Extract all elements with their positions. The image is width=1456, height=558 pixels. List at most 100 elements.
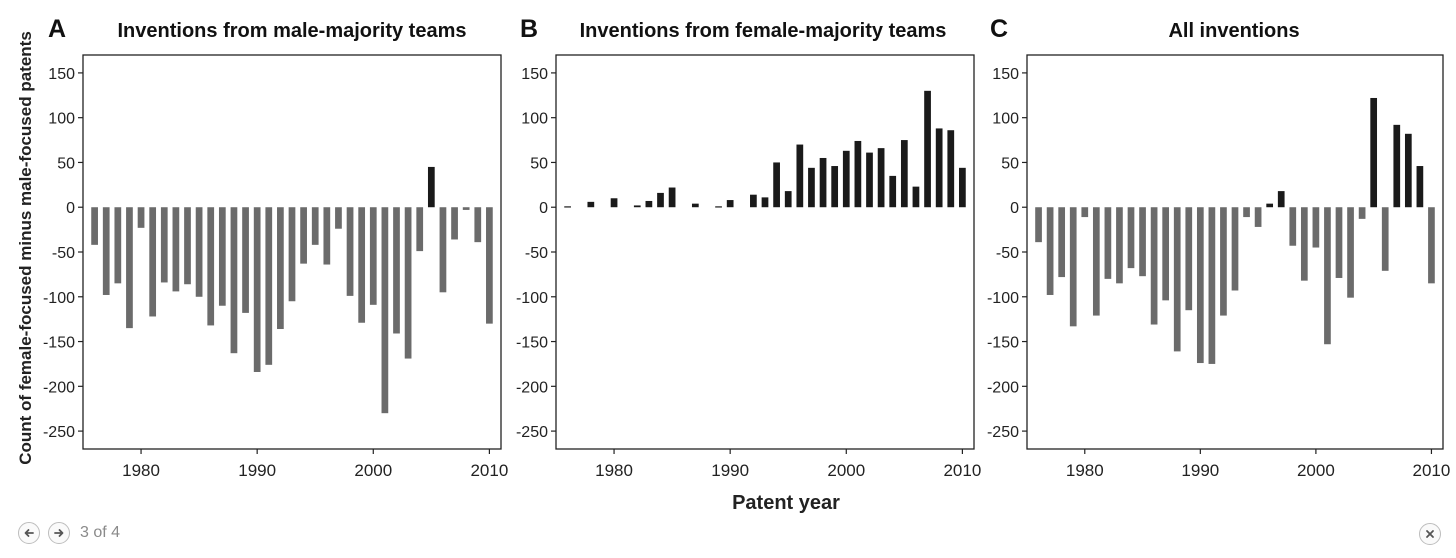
bar-1987 <box>218 207 226 306</box>
y-tick-label: -150 <box>43 335 75 352</box>
bar-2009 <box>474 207 482 243</box>
y-tick-label: -100 <box>516 290 548 307</box>
bar-1992 <box>1220 207 1227 316</box>
bar-2005 <box>900 140 908 208</box>
close-icon <box>1426 530 1434 538</box>
bar-1995 <box>1254 207 1262 227</box>
bar-1993 <box>288 207 296 302</box>
bar-1990 <box>726 200 734 208</box>
bar-1995 <box>784 191 792 208</box>
y-axis-label: Count of female-focused minus male-focus… <box>16 31 35 465</box>
bar-2003 <box>404 207 412 359</box>
close-button[interactable] <box>1419 523 1441 545</box>
y-tick-label: -200 <box>516 379 548 396</box>
panel-letter: B <box>520 15 538 43</box>
bar-1982 <box>1104 207 1112 279</box>
bar-2003 <box>1347 207 1354 298</box>
bar-1983 <box>172 207 180 292</box>
x-tick-label: 2000 <box>827 461 865 480</box>
bar-1979 <box>126 207 133 329</box>
y-tick-label: -150 <box>516 335 548 352</box>
bar-1990 <box>253 207 261 372</box>
y-tick-label: -100 <box>987 290 1019 307</box>
bar-1981 <box>1092 207 1100 316</box>
x-tick-label: 2000 <box>354 461 392 480</box>
panels: A Inventions from male-majority teams 150 1… <box>43 15 1450 480</box>
y-tick-label: -200 <box>987 379 1019 396</box>
bar-2002 <box>866 152 873 208</box>
y-tick-label: -250 <box>987 424 1019 441</box>
bar-1983 <box>645 200 653 208</box>
panel-letter: C <box>990 15 1008 43</box>
y-tick-label: -50 <box>996 245 1019 262</box>
bar-1997 <box>335 207 342 229</box>
panel-letter: A <box>48 15 66 43</box>
y-tick-label: 150 <box>992 66 1019 83</box>
bar-2007 <box>1393 124 1401 208</box>
y-tick-label: 100 <box>521 111 548 128</box>
plot-frame <box>555 54 975 450</box>
bar-2006 <box>439 207 447 293</box>
bar-1976 <box>564 206 571 208</box>
bar-1994 <box>1243 207 1250 218</box>
bar-1999 <box>1300 207 1308 281</box>
panel-title: Inventions from female-majority teams <box>580 20 947 42</box>
bar-1980 <box>137 207 145 228</box>
y-tick-label: 0 <box>539 200 548 217</box>
bar-2006 <box>1381 207 1389 271</box>
next-button[interactable] <box>48 522 70 544</box>
bar-1994 <box>773 162 780 208</box>
bar-1998 <box>1289 207 1297 246</box>
bar-1978 <box>1058 207 1066 278</box>
bar-2002 <box>1335 207 1343 278</box>
bar-2000 <box>1312 207 1320 248</box>
bar-1984 <box>1127 207 1135 269</box>
bar-2001 <box>1324 207 1331 345</box>
bar-1985 <box>195 207 203 297</box>
bar-1990 <box>1196 207 1204 364</box>
bar-1987 <box>1162 207 1170 301</box>
x-axis-label: Patent year <box>732 492 840 514</box>
y-tick-label: -50 <box>525 245 548 262</box>
x-tick-label: 1980 <box>1066 461 1104 480</box>
y-tick-label: -250 <box>516 424 548 441</box>
bar-1994 <box>300 207 307 264</box>
bar-1986 <box>1150 207 1158 325</box>
x-tick-label: 1990 <box>711 461 749 480</box>
bar-1998 <box>819 157 827 208</box>
y-tick-label: 150 <box>521 66 548 83</box>
bar-1999 <box>358 207 366 323</box>
y-tick-label: 50 <box>57 155 75 172</box>
figure: Count of female-focused minus male-focus… <box>16 15 1450 514</box>
x-tick-label: 2000 <box>1297 461 1335 480</box>
bar-2010 <box>1428 207 1435 284</box>
chart-panel-a: A Inventions from male-majority teams 150 1… <box>43 15 508 480</box>
prev-button[interactable] <box>18 522 40 544</box>
bar-2007 <box>924 90 931 208</box>
bar-1983 <box>1116 207 1123 284</box>
bar-1982 <box>160 207 168 283</box>
bar-1989 <box>1185 207 1193 311</box>
bar-1988 <box>1173 207 1181 352</box>
bar-1988 <box>230 207 238 354</box>
bar-1989 <box>242 207 249 313</box>
bar-1996 <box>323 207 331 265</box>
bar-2001 <box>854 140 862 208</box>
x-tick-label: 2010 <box>470 461 508 480</box>
bar-2008 <box>462 207 470 210</box>
bar-1987 <box>691 203 699 208</box>
bar-1991 <box>265 207 273 365</box>
bar-2004 <box>416 207 424 252</box>
bar-1984 <box>184 207 191 285</box>
bar-2004 <box>889 175 897 208</box>
bar-2005 <box>427 166 435 208</box>
page-counter: 3 of 4 <box>80 524 121 541</box>
y-tick-label: -150 <box>987 335 1019 352</box>
bar-1976 <box>1035 207 1042 243</box>
bar-1996 <box>1266 203 1274 208</box>
bar-1985 <box>668 187 676 208</box>
bar-1979 <box>1069 207 1077 327</box>
y-tick-label: 100 <box>992 111 1019 128</box>
bar-1977 <box>102 207 110 295</box>
bar-2005 <box>1370 97 1378 208</box>
